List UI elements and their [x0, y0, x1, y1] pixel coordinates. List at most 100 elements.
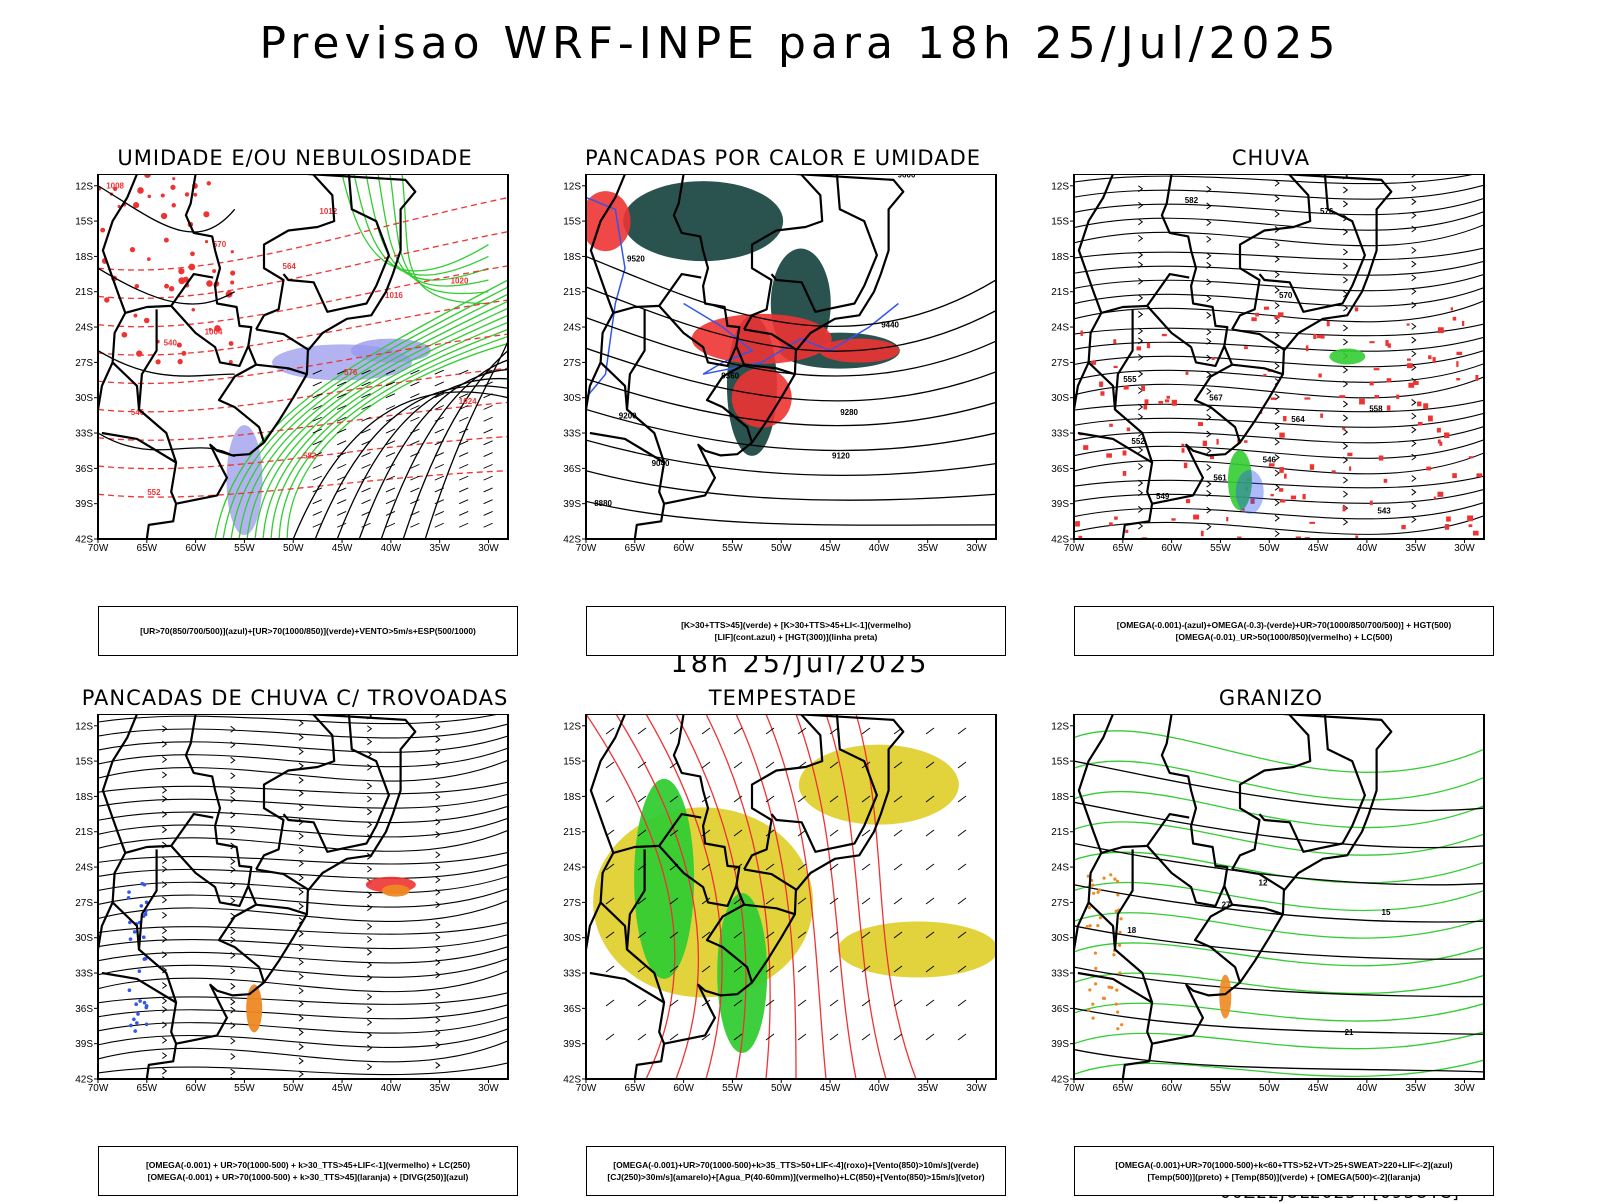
stream-arrow — [436, 1017, 440, 1023]
lat-label: 18S — [75, 252, 93, 263]
lon-label: 55W — [1210, 1083, 1231, 1094]
streamline — [1074, 248, 1484, 260]
lat-label: 21S — [1051, 827, 1069, 838]
lon-label: 55W — [722, 1083, 743, 1094]
stream-arrow — [367, 764, 371, 770]
stream-arrow — [162, 857, 166, 863]
red-area — [164, 284, 169, 289]
red-area — [1342, 428, 1345, 430]
stream-arrow — [436, 852, 440, 858]
panel-title: CHUVA — [1036, 146, 1506, 170]
streamline — [98, 1005, 508, 1019]
page-title: Previsao WRF-INPE para 18h 25/Jul/2025 — [0, 18, 1600, 69]
border-line — [113, 362, 139, 409]
wind-vector — [894, 864, 902, 870]
stream-arrow — [162, 912, 166, 918]
divg-point — [138, 969, 142, 973]
red-area — [1313, 334, 1316, 339]
wind-vector — [606, 1034, 614, 1040]
red-area — [1158, 401, 1163, 404]
omega-point — [1094, 951, 1097, 954]
wind-vector — [386, 453, 395, 457]
lon-label: 45W — [332, 1083, 353, 1094]
red-area — [1075, 521, 1080, 526]
lon-label: 70W — [1064, 543, 1085, 554]
lat-label: 21S — [75, 287, 93, 298]
omega-point — [1115, 910, 1118, 913]
stream-arrow — [1275, 318, 1279, 324]
red-area — [1428, 355, 1431, 359]
wind-vector — [459, 429, 468, 433]
stream-arrow — [1343, 325, 1347, 331]
red-area — [1359, 399, 1365, 405]
stream-arrow — [162, 827, 166, 833]
red-area — [1384, 479, 1388, 483]
stream-arrow — [1412, 247, 1416, 253]
wind-vector — [386, 500, 395, 504]
wind-vector — [410, 453, 419, 457]
red-area — [1125, 530, 1128, 533]
red-area — [1251, 317, 1256, 321]
wind-vector — [766, 762, 774, 768]
lat-label: 18S — [1051, 792, 1069, 803]
red-area — [1080, 330, 1082, 335]
border-line — [186, 174, 264, 443]
border-line — [284, 174, 389, 312]
wind-vector — [459, 476, 468, 480]
shaded-area — [382, 885, 410, 897]
red-area — [137, 187, 144, 194]
wind-vector — [798, 1034, 806, 1040]
stream-arrow — [1343, 477, 1347, 483]
wind-vector — [670, 1034, 678, 1040]
red-area — [1244, 346, 1248, 349]
contour-line — [1074, 973, 1484, 993]
divg-point — [129, 1024, 133, 1028]
contour-line — [586, 440, 996, 475]
legend-line: [K>30+TTS>45](verde) + [K>30+TTS>45+LI<-… — [587, 619, 1005, 631]
red-area — [1184, 463, 1188, 468]
lat-label: 33S — [563, 969, 581, 980]
lon-label: 30W — [478, 1083, 499, 1094]
wind-vector — [362, 488, 371, 492]
red-area — [1203, 441, 1207, 447]
map-layer: 1215182127 — [1074, 731, 1484, 1077]
border-line — [139, 849, 176, 1043]
stream-arrow — [367, 975, 371, 981]
lon-label: 55W — [234, 543, 255, 554]
legend-line: [UR>70(850/700/500)](azul)+[UR>70(1000/8… — [99, 625, 517, 637]
contour-line — [1074, 852, 1484, 883]
shaded-area — [1219, 975, 1231, 1019]
lon-label: 65W — [137, 543, 158, 554]
stream-arrow — [1138, 371, 1142, 377]
stream-arrow — [1343, 367, 1347, 373]
contour-label: 576 — [344, 368, 358, 377]
red-area — [230, 280, 234, 284]
contour-label: 9440 — [881, 320, 899, 329]
red-area — [1467, 515, 1473, 521]
wind-vector — [638, 796, 646, 802]
border-line — [256, 329, 308, 349]
omega-point — [1086, 925, 1089, 928]
contour-line — [1074, 1008, 1484, 1034]
wind-vector — [484, 453, 493, 457]
legend-line: [CJ(250)>30m/s](amarelo)+[Agua_P(40-60mm… — [587, 1171, 1005, 1183]
stream-arrow — [1207, 448, 1211, 454]
contour-line — [1074, 731, 1484, 773]
red-area — [1309, 522, 1315, 524]
contour-line — [98, 198, 508, 270]
lat-label: 39S — [1051, 1039, 1069, 1050]
stream-arrow — [1343, 443, 1347, 449]
red-area — [147, 257, 151, 261]
red-area — [100, 228, 105, 233]
stream-arrow — [436, 1062, 440, 1068]
stream-arrow — [1275, 531, 1279, 537]
divg-point — [127, 896, 131, 900]
wind-vector — [894, 1034, 902, 1040]
red-area — [1438, 327, 1444, 333]
red-area — [1280, 500, 1285, 503]
streamline — [98, 923, 508, 935]
red-area — [1181, 444, 1184, 447]
wind-vector — [484, 488, 493, 492]
border-line — [256, 174, 334, 329]
stream-arrow — [1412, 199, 1416, 205]
